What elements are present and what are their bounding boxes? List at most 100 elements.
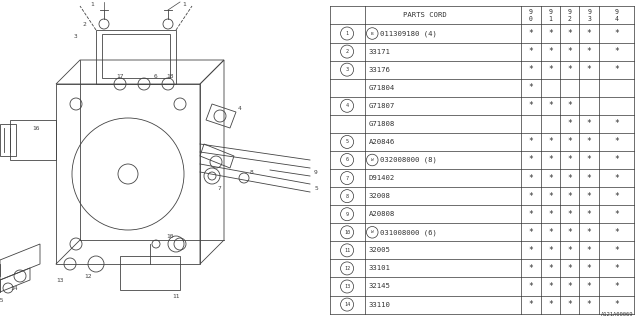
Text: *: *: [529, 137, 533, 147]
Text: *: *: [548, 173, 553, 183]
Text: *: *: [568, 137, 572, 147]
Text: *: *: [548, 156, 553, 164]
Text: *: *: [548, 210, 553, 219]
Text: 2: 2: [346, 49, 349, 54]
Text: 9: 9: [346, 212, 349, 217]
Text: *: *: [587, 173, 591, 183]
Text: *: *: [529, 47, 533, 56]
Text: *: *: [614, 173, 619, 183]
Text: 16: 16: [32, 125, 40, 131]
Text: *: *: [529, 282, 533, 291]
Text: *: *: [614, 137, 619, 147]
Text: *: *: [614, 246, 619, 255]
Text: D91402: D91402: [369, 175, 395, 181]
Text: *: *: [529, 173, 533, 183]
Text: 4: 4: [346, 103, 349, 108]
Text: 032008000 (8): 032008000 (8): [380, 157, 436, 163]
Text: W: W: [371, 158, 374, 162]
Text: *: *: [568, 264, 572, 273]
Text: 9
3: 9 3: [588, 9, 591, 22]
Text: *: *: [587, 300, 591, 309]
Text: *: *: [587, 47, 591, 56]
Text: *: *: [548, 192, 553, 201]
Text: 8: 8: [250, 170, 254, 174]
Text: 2: 2: [82, 21, 86, 27]
Text: *: *: [614, 47, 619, 56]
Text: *: *: [568, 173, 572, 183]
Text: 11: 11: [344, 248, 350, 253]
Text: *: *: [529, 29, 533, 38]
Text: *: *: [529, 300, 533, 309]
Text: *: *: [568, 300, 572, 309]
Text: 9
2: 9 2: [568, 9, 572, 22]
Text: *: *: [529, 210, 533, 219]
Text: A20808: A20808: [369, 211, 395, 217]
Text: *: *: [587, 282, 591, 291]
Text: *: *: [568, 119, 572, 128]
Text: 1: 1: [90, 2, 94, 6]
Text: *: *: [568, 282, 572, 291]
Text: A20846: A20846: [369, 139, 395, 145]
Text: 13: 13: [344, 284, 350, 289]
Text: *: *: [614, 29, 619, 38]
Text: 6: 6: [346, 157, 349, 163]
Text: B: B: [371, 31, 374, 36]
Text: *: *: [568, 228, 572, 237]
Text: *: *: [568, 192, 572, 201]
Text: 5: 5: [346, 140, 349, 144]
Text: 12: 12: [84, 274, 92, 278]
Text: *: *: [568, 65, 572, 74]
Text: *: *: [529, 65, 533, 74]
Text: *: *: [548, 300, 553, 309]
Text: *: *: [614, 300, 619, 309]
Text: *: *: [587, 192, 591, 201]
Text: *: *: [568, 47, 572, 56]
Text: 10: 10: [344, 230, 350, 235]
Text: *: *: [587, 246, 591, 255]
Text: *: *: [614, 228, 619, 237]
Text: *: *: [587, 210, 591, 219]
Text: *: *: [568, 29, 572, 38]
Text: *: *: [548, 282, 553, 291]
Text: 9
1: 9 1: [548, 9, 552, 22]
Text: *: *: [568, 101, 572, 110]
Text: 8: 8: [346, 194, 349, 199]
Text: 10: 10: [166, 234, 173, 238]
Text: 33171: 33171: [369, 49, 390, 55]
Text: *: *: [529, 192, 533, 201]
Text: *: *: [587, 137, 591, 147]
Text: 9
0: 9 0: [529, 9, 532, 22]
Text: 32005: 32005: [369, 247, 390, 253]
Text: G71804: G71804: [369, 85, 395, 91]
Text: *: *: [548, 137, 553, 147]
Text: *: *: [587, 29, 591, 38]
Text: *: *: [614, 119, 619, 128]
Text: 33110: 33110: [369, 301, 390, 308]
Text: *: *: [529, 156, 533, 164]
Text: *: *: [614, 282, 619, 291]
Text: *: *: [529, 83, 533, 92]
Text: *: *: [614, 210, 619, 219]
Text: *: *: [614, 192, 619, 201]
Text: *: *: [548, 264, 553, 273]
Text: 17: 17: [116, 74, 124, 78]
Text: PARTS CORD: PARTS CORD: [403, 12, 447, 19]
Text: 32145: 32145: [369, 284, 390, 290]
Text: 6: 6: [154, 74, 158, 78]
Text: 5: 5: [314, 186, 318, 190]
Text: *: *: [548, 101, 553, 110]
Text: 011309180 (4): 011309180 (4): [380, 30, 436, 37]
Text: *: *: [568, 210, 572, 219]
Text: 9
4: 9 4: [614, 9, 618, 22]
Text: *: *: [568, 246, 572, 255]
Text: 12: 12: [344, 266, 350, 271]
Text: *: *: [548, 29, 553, 38]
Text: 7: 7: [218, 186, 222, 190]
Text: G71808: G71808: [369, 121, 395, 127]
Text: *: *: [587, 228, 591, 237]
Text: 4: 4: [238, 106, 242, 110]
Text: *: *: [587, 156, 591, 164]
Text: *: *: [587, 65, 591, 74]
Text: 1: 1: [182, 2, 186, 6]
Text: *: *: [614, 264, 619, 273]
